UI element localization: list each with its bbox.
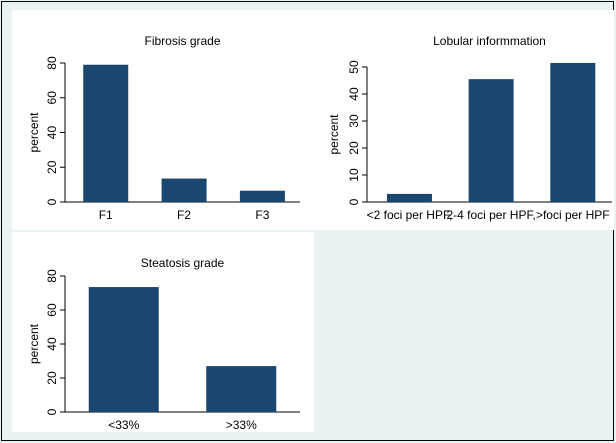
chart-3-bar-1 [206, 366, 277, 412]
chart-1-category-label-2: F3 [255, 208, 269, 222]
chart-1-ytick-label-1: 20 [45, 160, 59, 174]
chart-2-ytick-label-1: 10 [347, 168, 361, 182]
chart-2-category-label-1: 2-4 foci per HPF, [446, 208, 535, 222]
chart-3-ytick-label-4: 80 [45, 269, 59, 283]
chart-1-ytick-label-2: 40 [45, 126, 59, 140]
chart-1-bar-1 [161, 178, 207, 202]
chart-1-title: Fibrosis grade [144, 34, 220, 48]
chart-1-category-label-1: F2 [177, 208, 191, 222]
chart-2-category-label-0: <2 foci per HPF, [367, 208, 453, 222]
fibrosis-grade-chart: Fibrosis grade percent 0 20 40 60 80 F1 F2 F3 [12, 10, 314, 230]
chart-1-ytick-label-3: 60 [45, 91, 59, 105]
chart-3-title: Steatosis grade [141, 256, 225, 270]
chart-3-ytick-label-0: 0 [45, 408, 59, 415]
chart-2-ytick-label-5: 50 [347, 60, 361, 74]
chart-2-bar-2 [550, 62, 596, 203]
chart-2-ytick-label-4: 40 [347, 87, 361, 101]
chart-3-ytick-label-1: 20 [45, 371, 59, 385]
chart-2-bar-0 [386, 193, 432, 202]
chart-3-ytick-label-2: 40 [45, 337, 59, 351]
chart-3-category-label-0: <33% [108, 418, 139, 432]
chart-2-title: Lobular informmation [433, 34, 546, 48]
chart-1-category-label-0: F1 [99, 208, 113, 222]
chart-3-ylabel: percent [27, 323, 41, 364]
chart-2-ytick-label-0: 0 [347, 198, 361, 205]
chart-2-bar-1 [468, 79, 514, 202]
chart-1-ytick-label-0: 0 [45, 198, 59, 205]
chart-3-ytick-label-3: 60 [45, 303, 59, 317]
chart-1-bar-2 [239, 190, 285, 202]
chart-1-ylabel: percent [27, 112, 41, 153]
chart-3-category-label-1: >33% [226, 418, 257, 432]
chart-2-ytick-label-2: 20 [347, 141, 361, 155]
chart-2-ytick-label-3: 30 [347, 114, 361, 128]
chart-3-bar-0 [88, 287, 159, 412]
chart-1-ytick-label-4: 80 [45, 56, 59, 70]
chart-2-category-label-2: >foci per HPF [536, 208, 610, 222]
steatosis-grade-chart: Steatosis grade percent 0 20 40 60 80 <33% >33% [12, 232, 314, 432]
lobular-information-chart: Lobular informmation percent 0 10 20 30 40 50 <2… [314, 10, 614, 230]
chart-2-ylabel: percent [327, 114, 341, 155]
chart-1-bar-0 [83, 64, 129, 202]
